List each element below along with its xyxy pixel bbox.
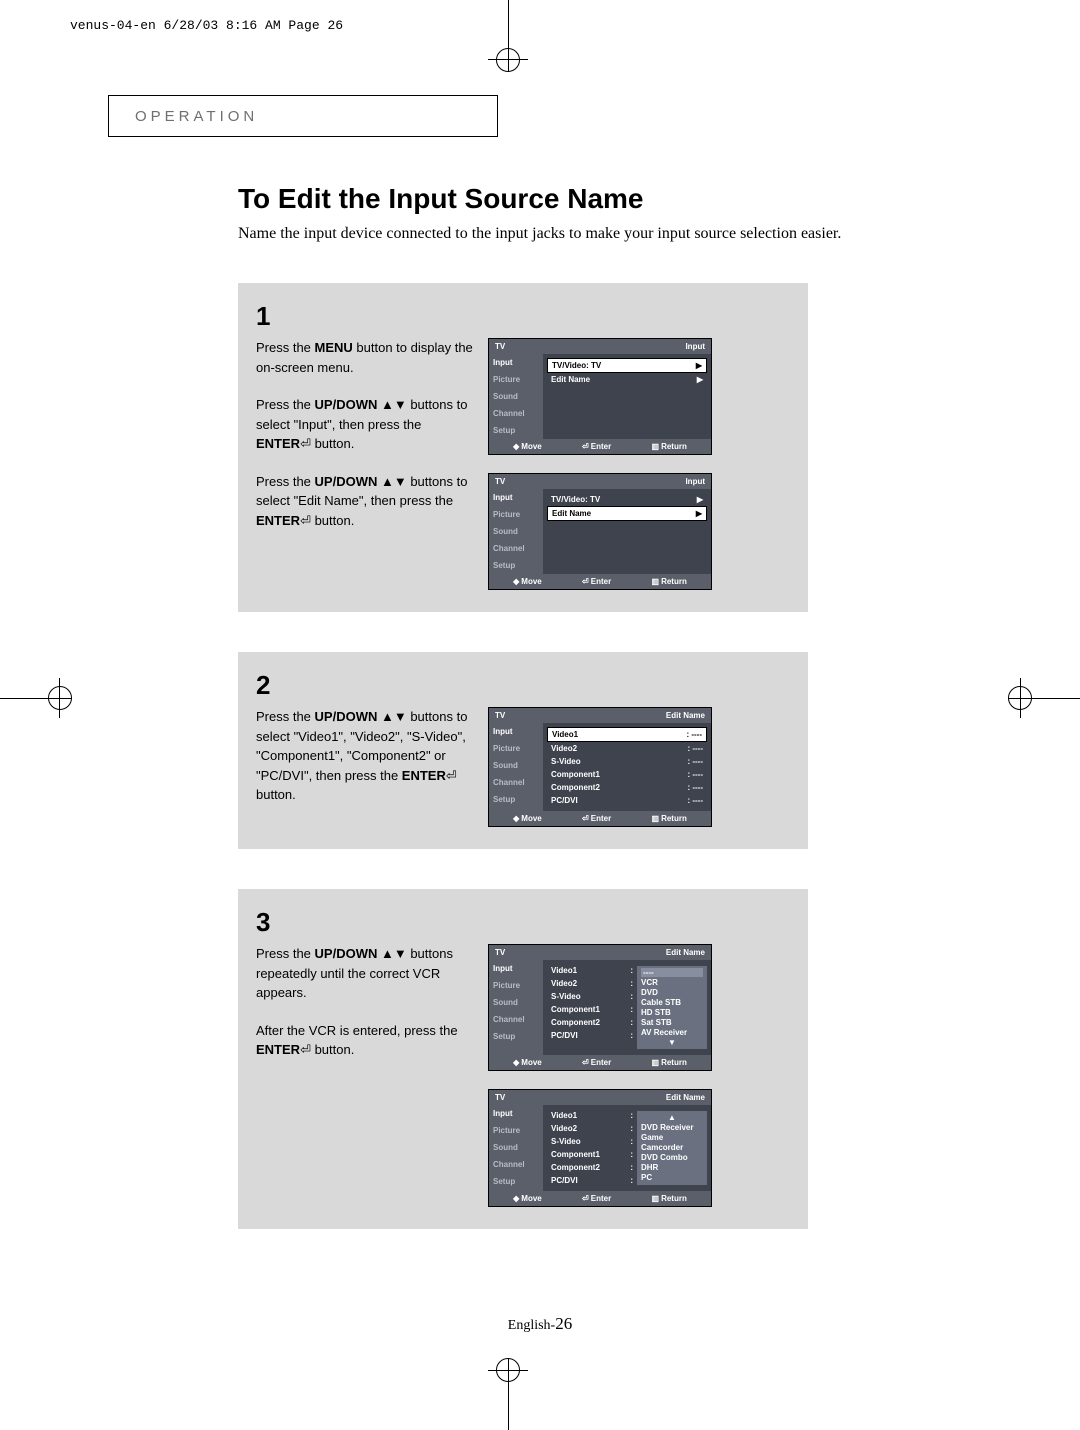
- step-text: Press the UP/DOWN ▲▼ buttons repeatedly …: [256, 944, 476, 1207]
- tv-screenshot-input: TVInput Input Picture Sound Channel Setu…: [488, 338, 712, 455]
- tv-screenshot-options-a: TVEdit Name Input Picture Sound Channel …: [488, 944, 712, 1071]
- step-2: 2 Press the UP/DOWN ▲▼ buttons to select…: [238, 652, 808, 849]
- page-title: To Edit the Input Source Name: [238, 183, 938, 215]
- step-num: 1: [256, 301, 790, 332]
- step-3: 3 Press the UP/DOWN ▲▼ buttons repeatedl…: [238, 889, 808, 1229]
- step-1: 1 Press the MENU button to display the o…: [238, 283, 808, 612]
- step-text: Press the UP/DOWN ▲▼ buttons to select "…: [256, 707, 476, 827]
- tv-screenshot-editname: TVInput Input Picture Sound Channel Setu…: [488, 473, 712, 590]
- page-subtitle: Name the input device connected to the i…: [238, 225, 938, 243]
- step-text: Press the MENU button to display the on-…: [256, 338, 476, 590]
- step-num: 3: [256, 907, 790, 938]
- tv-screenshot-options-b: TVEdit Name Input Picture Sound Channel …: [488, 1089, 712, 1207]
- page-footer: English-26: [0, 1314, 1080, 1334]
- section-label: OPERATION: [108, 95, 498, 137]
- step-num: 2: [256, 670, 790, 701]
- print-header: venus-04-en 6/28/03 8:16 AM Page 26: [70, 18, 343, 33]
- tv-screenshot-sources: TVEdit Name Input Picture Sound Channel …: [488, 707, 712, 827]
